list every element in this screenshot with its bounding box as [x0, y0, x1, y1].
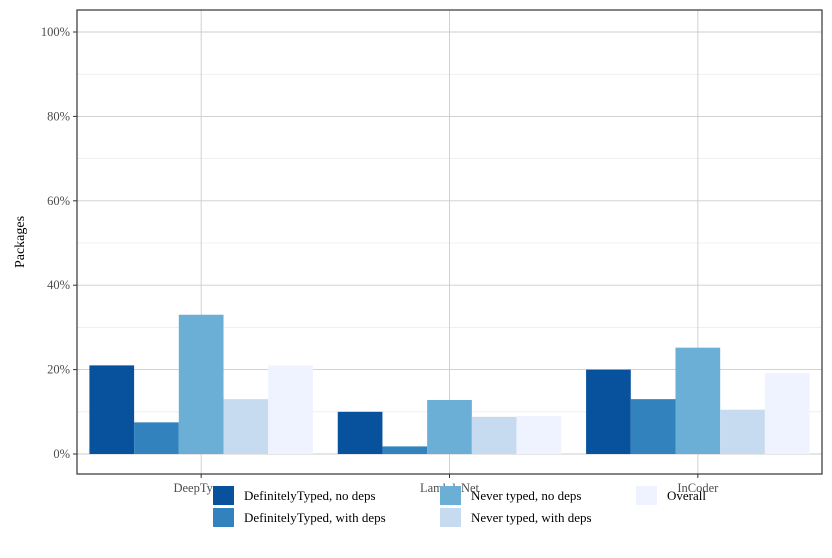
legend-swatch-4	[440, 508, 461, 527]
legend-swatch-3	[440, 486, 461, 505]
bar-lambdanet-series-3	[427, 399, 472, 454]
bar-incoder-series-5	[764, 372, 810, 454]
legend: DefinitelyTyped, no deps DefinitelyTyped,…	[213, 486, 706, 527]
bar-lambdanet-series-1	[337, 411, 383, 454]
y-tick-label: 60%	[47, 194, 70, 208]
legend-label-1: DefinitelyTyped, no deps	[244, 488, 376, 503]
y-tick-label: 40%	[47, 278, 70, 292]
bar-incoder-series-3	[675, 347, 721, 454]
y-tick-label: 0%	[53, 447, 70, 461]
bar-incoder-series-2	[630, 399, 676, 454]
bar-lambdanet-series-5	[516, 416, 562, 454]
y-tick-label: 80%	[47, 109, 70, 123]
bar-incoder-series-4	[720, 409, 765, 454]
legend-swatch-5	[636, 486, 657, 505]
bar-deeptyper-series-4	[223, 399, 269, 454]
x-tick-label-incoder: InCoder	[677, 481, 719, 495]
bar-incoder-series-1	[586, 369, 631, 454]
bar-deeptyper-series-5	[268, 365, 313, 454]
legend-swatch-1	[213, 486, 234, 505]
bar-deeptyper-series-1	[89, 365, 135, 454]
bars	[89, 314, 810, 454]
bar-deeptyper-series-3	[178, 314, 224, 454]
legend-label-3: Never typed, no deps	[471, 488, 581, 503]
legend-label-2: DefinitelyTyped, with deps	[244, 510, 386, 525]
y-axis-ticks: 0% 20% 40% 60% 80% 100%	[41, 25, 77, 461]
legend-label-4: Never typed, with deps	[471, 510, 592, 525]
bar-lambdanet-series-2	[382, 446, 428, 454]
y-axis-label: Packages	[13, 216, 28, 268]
bar-lambdanet-series-4	[471, 416, 517, 454]
bar-deeptyper-series-2	[134, 422, 179, 454]
y-tick-label: 20%	[47, 363, 70, 377]
y-tick-label: 100%	[41, 25, 70, 39]
legend-swatch-2	[213, 508, 234, 527]
legend-label-5: Overall	[667, 488, 706, 503]
